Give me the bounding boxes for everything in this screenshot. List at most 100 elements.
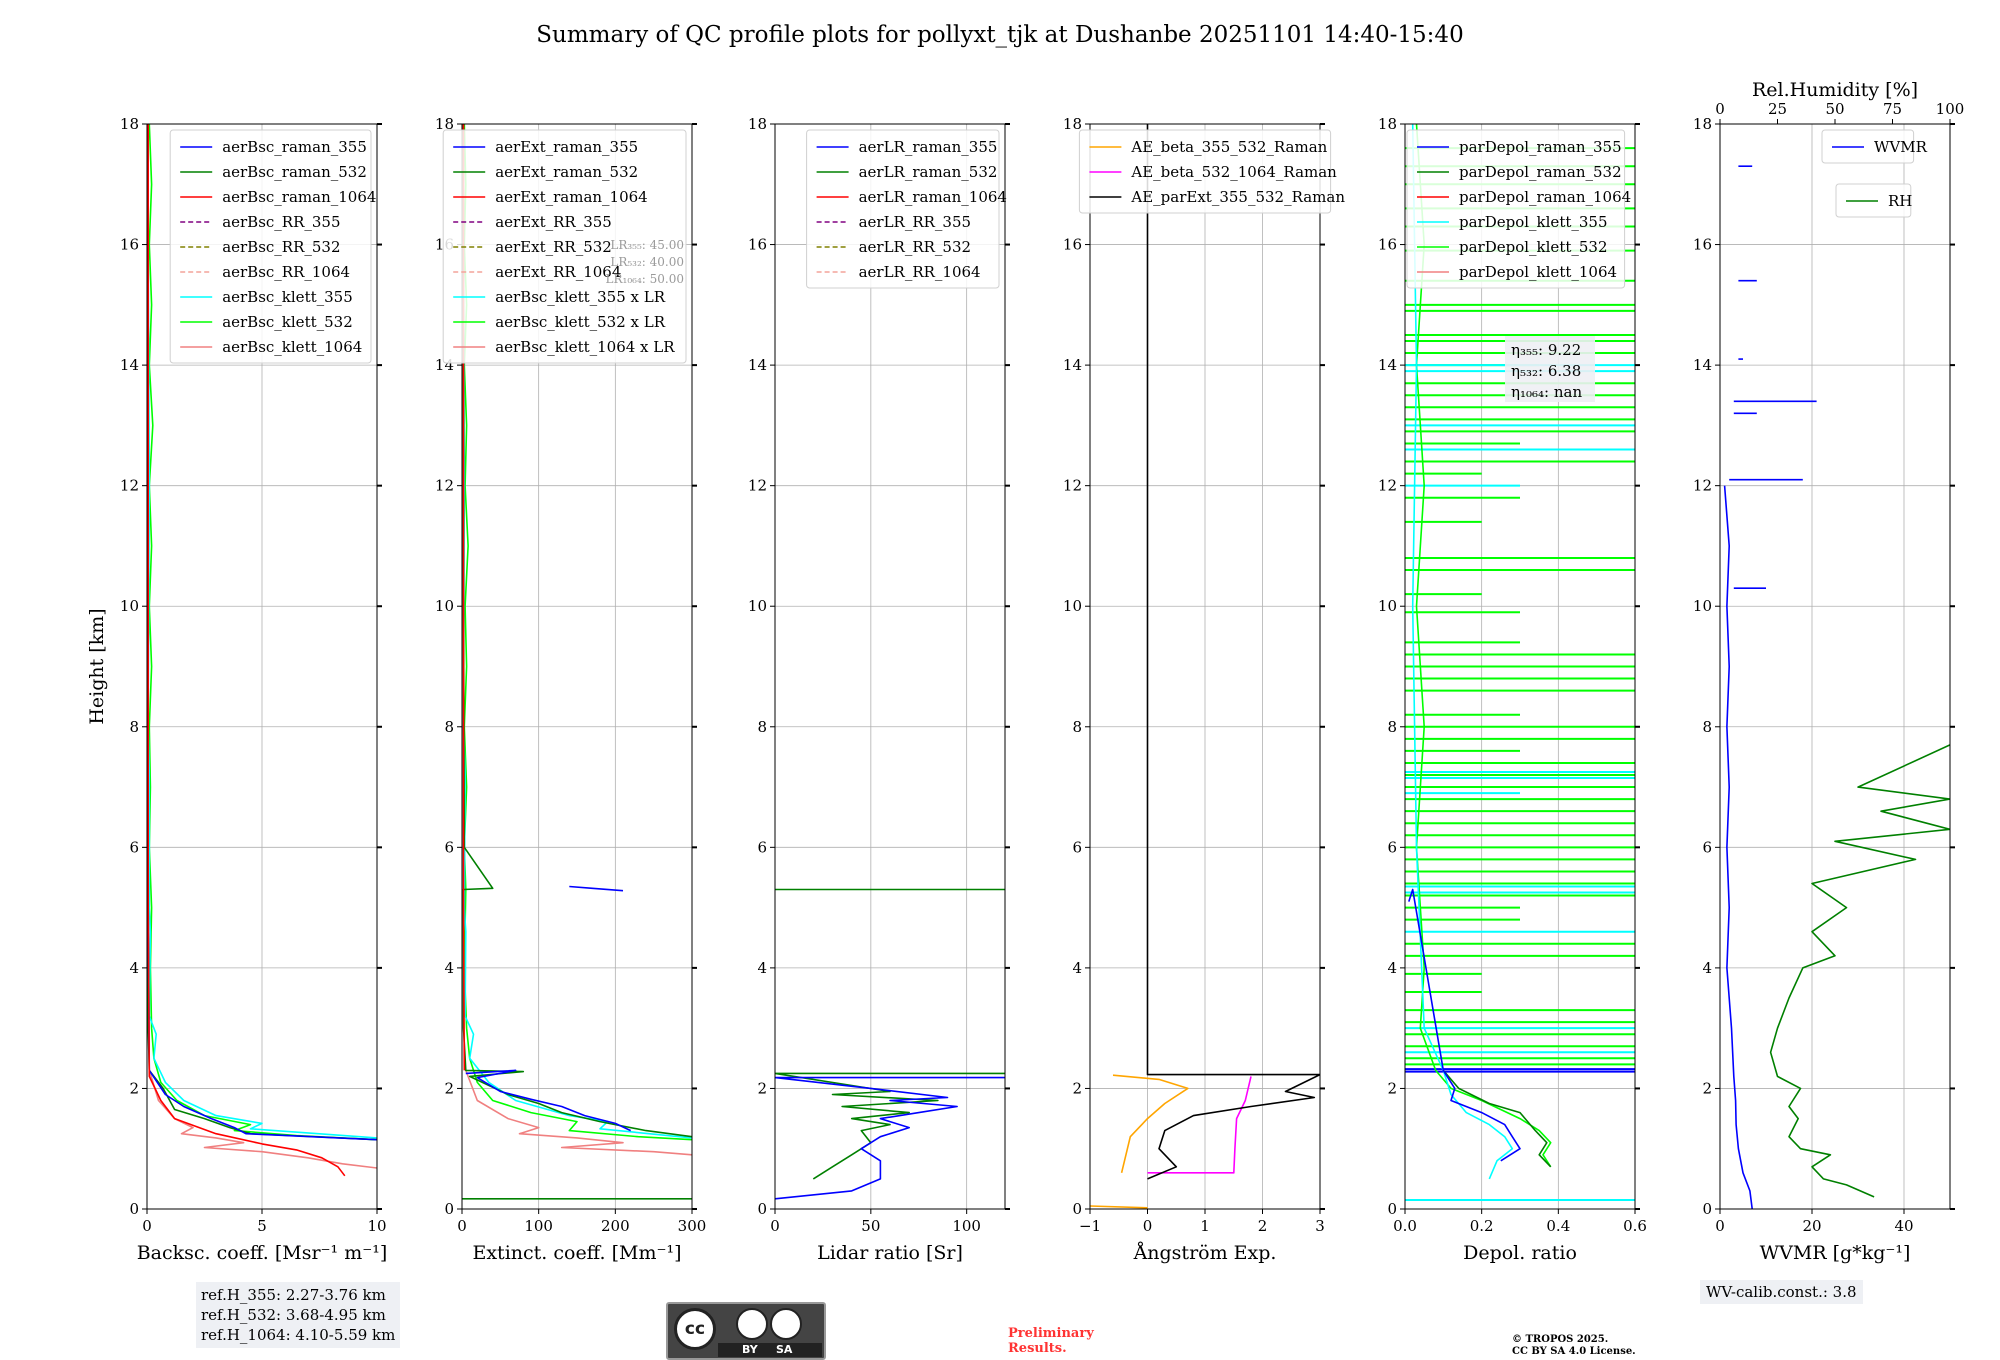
legend-entry: AE_parExt_355_532_Raman <box>1130 188 1345 206</box>
series-aerBsc_klett_355 <box>147 244 377 1139</box>
y-tick-label: 18 <box>1063 115 1082 133</box>
x-tick-label: −1 <box>1079 1217 1101 1235</box>
legend-entry: aerExt_RR_355 <box>495 213 612 231</box>
y-tick-label: 0 <box>1387 1200 1397 1218</box>
y-tick-label: 10 <box>120 597 139 615</box>
y-tick-label: 18 <box>748 115 767 133</box>
preliminary-line-1: Preliminary <box>1008 1326 1094 1341</box>
eta-box-bg <box>1505 336 1595 402</box>
legend-entry: aerLR_RR_355 <box>859 213 971 231</box>
x-tick-label: 0.6 <box>1623 1217 1647 1235</box>
top-x-tick-label: 100 <box>1936 100 1965 118</box>
legend-frame <box>806 129 1000 289</box>
cc-circle-icon: cc <box>674 1308 716 1350</box>
legend-entry: aerBsc_klett_355 x LR <box>495 288 666 306</box>
legend-entry: aerBsc_RR_532 <box>222 238 340 256</box>
y-tick-label: 10 <box>1063 597 1082 615</box>
x-axis-label: Depol. ratio <box>1463 1242 1577 1264</box>
y-tick-label: 12 <box>1378 477 1397 495</box>
share-alike-icon <box>770 1308 802 1340</box>
series-parDepol_raman_532 <box>1442 1069 1552 1168</box>
preliminary-line-2: Results. <box>1008 1341 1067 1356</box>
series-RH <box>1769 744 1950 1198</box>
y-tick-label: 6 <box>757 838 767 856</box>
y-tick-label: 6 <box>1072 838 1082 856</box>
y-tick-label: 14 <box>1378 356 1397 374</box>
y-tick-label: 12 <box>1693 477 1712 495</box>
y-tick-label: 14 <box>1693 356 1712 374</box>
y-tick-label: 4 <box>444 959 454 977</box>
legend-entry: aerBsc_raman_532 <box>222 163 367 181</box>
x-tick-label: 1 <box>1200 1217 1210 1235</box>
legend-entry: aerBsc_klett_1064 x LR <box>495 338 675 356</box>
legend-frame <box>1821 129 1915 164</box>
series-aerLR_raman_355 <box>775 1076 1005 1200</box>
axes-frame <box>1404 123 1636 1210</box>
copyright-notice: © TROPOS 2025. CC BY SA 4.0 License. <box>1512 1334 1636 1358</box>
legend-entry: aerBsc_raman_355 <box>222 138 367 156</box>
y-tick-label: 18 <box>435 115 454 133</box>
series-aerBsc_klett_1064 <box>148 1070 377 1169</box>
legend-entry: AE_beta_355_532_Raman <box>1130 138 1327 156</box>
legend-entry: aerBsc_klett_532 x LR <box>495 313 666 331</box>
x-axis-label: Backsc. coeff. [Msr⁻¹ m⁻¹] <box>137 1242 388 1264</box>
legend-entry: parDepol_raman_1064 <box>1459 188 1631 206</box>
y-tick-label: 6 <box>129 838 139 856</box>
x-tick-label: 0 <box>1143 1217 1153 1235</box>
legend: aerExt_raman_355 aerExt_raman_532 aerExt_r… <box>442 129 687 364</box>
series-parDepol_klett_532 <box>1415 124 1552 1168</box>
series-AE_beta_532_1064_Raman <box>1147 1076 1252 1174</box>
x-tick-label: 0 <box>770 1217 780 1235</box>
x-tick-label: 0.0 <box>1393 1217 1417 1235</box>
series-AE_beta_355_532_Raman <box>1112 1074 1189 1173</box>
x-tick-label: 40 <box>1894 1217 1913 1235</box>
y-tick-label: 12 <box>748 477 767 495</box>
top-x-tick-label: 25 <box>1768 100 1787 118</box>
y-tick-label: 4 <box>1702 959 1712 977</box>
attribution-icon <box>736 1308 768 1340</box>
cc-by-label: BY <box>742 1343 758 1356</box>
x-tick-label: 20 <box>1802 1217 1821 1235</box>
copyright-line-2: CC BY SA 4.0 License. <box>1512 1346 1636 1357</box>
lr-label: LR₃₅₅: 45.00 <box>610 238 684 252</box>
axes-frame <box>1719 123 1951 1210</box>
y-tick-label: 0 <box>129 1200 139 1218</box>
y-tick-label: 8 <box>444 718 454 736</box>
top-x-tick-label: 50 <box>1825 100 1844 118</box>
legend-frame <box>1406 129 1626 289</box>
legend-entry: aerLR_RR_532 <box>859 238 971 256</box>
x-tick-label: 100 <box>524 1217 553 1235</box>
y-tick-label: 4 <box>757 959 767 977</box>
legend-entry: aerBsc_RR_355 <box>222 213 340 231</box>
series-aerExt_raman_355_layer <box>569 885 624 892</box>
legend-entry: aerExt_RR_532 <box>495 238 612 256</box>
legend-entry: aerLR_raman_355 <box>859 138 998 156</box>
x-tick-label: 0.4 <box>1546 1217 1570 1235</box>
y-tick-label: 2 <box>1072 1079 1082 1097</box>
legend-entry: aerLR_raman_1064 <box>859 188 1007 206</box>
cc-sa-label: SA <box>776 1343 793 1356</box>
series-aerExt_raman_1064 <box>462 124 466 1071</box>
legend-entry: parDepol_raman_532 <box>1459 163 1622 181</box>
x-tick-label: 300 <box>678 1217 707 1235</box>
top-x-axis-label: Rel.Humidity [%] <box>1752 79 1918 101</box>
y-tick-label: 0 <box>1702 1200 1712 1218</box>
y-tick-label: 10 <box>748 597 767 615</box>
y-tick-label: 8 <box>1387 718 1397 736</box>
legend-entry: AE_beta_532_1064_Raman <box>1130 163 1337 181</box>
refh-line-1064: ref.H_1064: 4.10-5.59 km <box>201 1326 396 1344</box>
legend-entry: parDepol_klett_355 <box>1459 213 1608 231</box>
y-tick-label: 18 <box>120 115 139 133</box>
legend-entry: aerBsc_raman_1064 <box>222 188 376 206</box>
lr-label: LR₅₃₂: 40.00 <box>610 255 684 269</box>
y-tick-label: 16 <box>120 236 139 254</box>
series-AE_parExt_355_532_Raman <box>1146 124 1320 1180</box>
series-aerBsc_klett_1064 x LR <box>465 1070 692 1156</box>
x-tick-label: 200 <box>601 1217 630 1235</box>
legend: aerBsc_raman_355 aerBsc_raman_532 aerBsc_r… <box>169 129 376 364</box>
top-x-tick-label: 75 <box>1883 100 1902 118</box>
legend-entry: RH <box>1888 192 1912 210</box>
legend-frame <box>442 129 687 364</box>
x-tick-label: 100 <box>952 1217 981 1235</box>
